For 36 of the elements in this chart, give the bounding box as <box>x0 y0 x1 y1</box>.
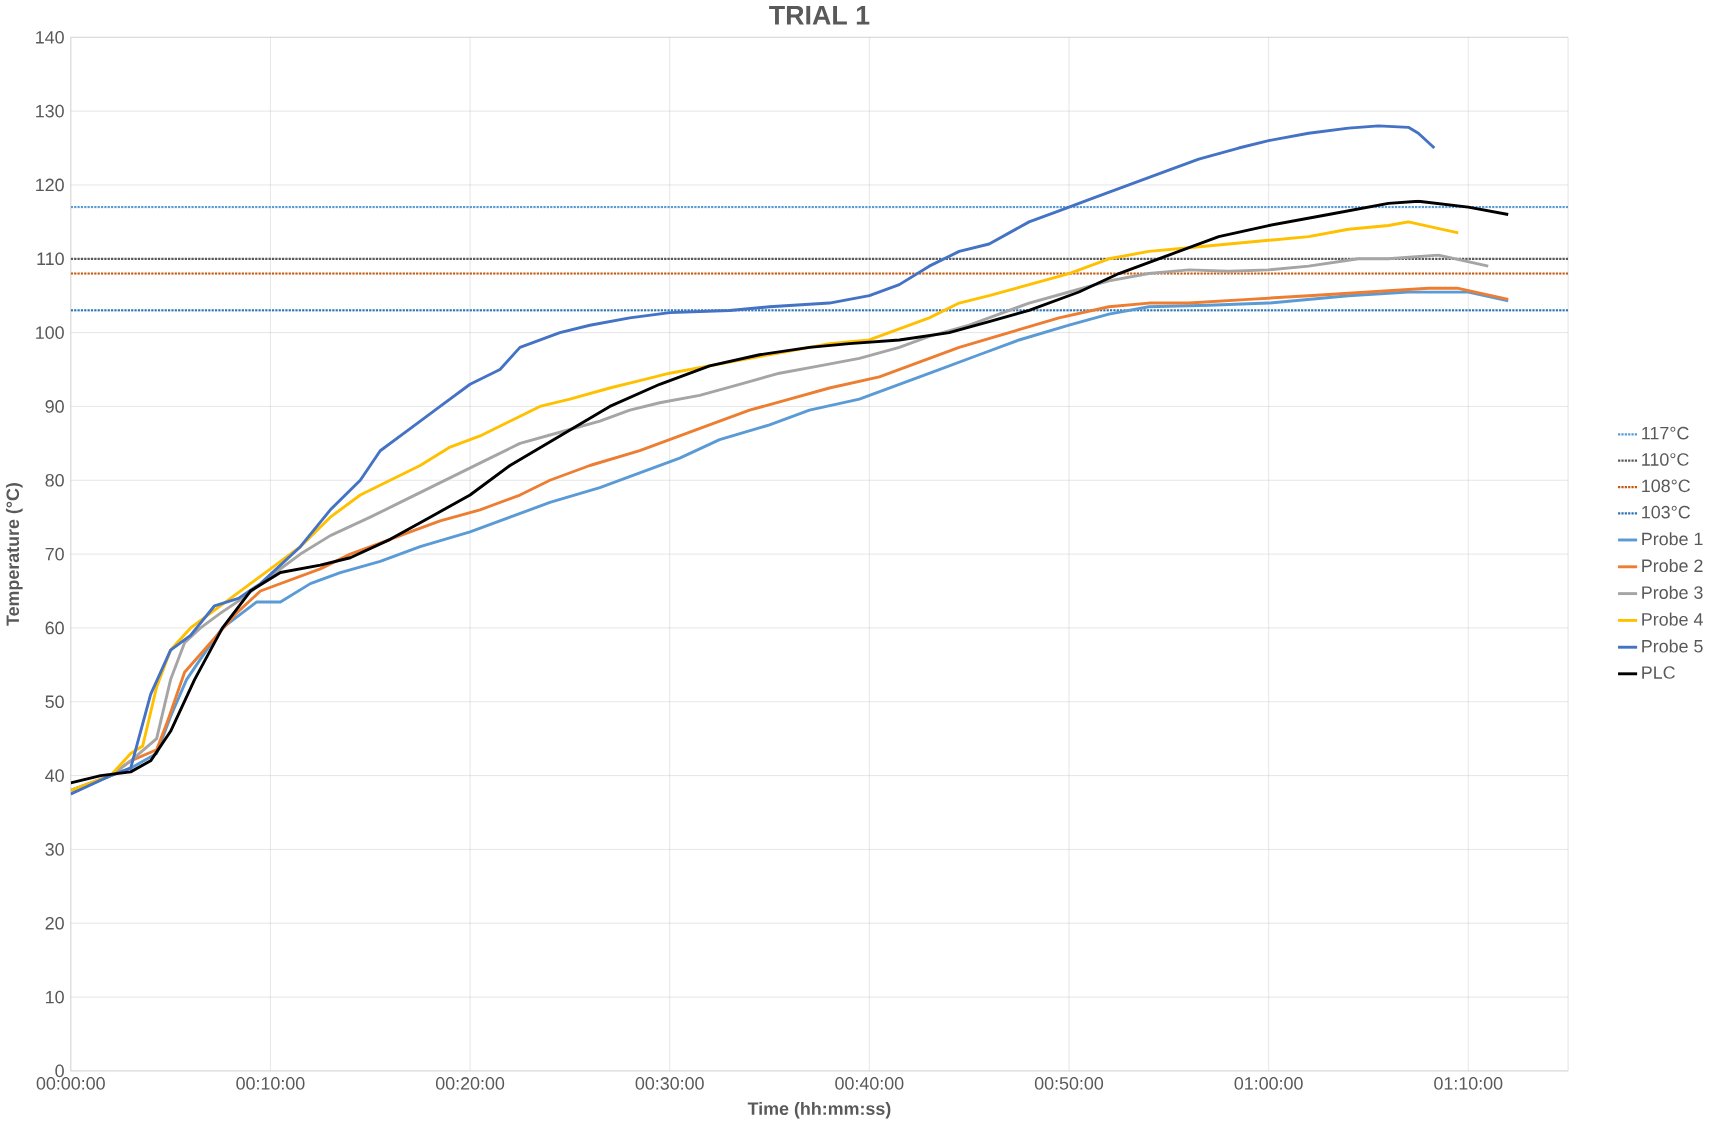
legend-label: Probe 5 <box>1642 639 1703 653</box>
y-tick-label: 140 <box>36 31 64 44</box>
legend-label: 108°C <box>1642 479 1691 493</box>
y-axis-title: Temperature (°C) <box>5 483 23 627</box>
y-tick-label: 40 <box>45 769 64 783</box>
y-tick-label: 110 <box>37 252 64 266</box>
legend-label: Probe 2 <box>1642 559 1703 573</box>
y-tick-label: 90 <box>45 400 64 414</box>
legend-label: 103°C <box>1642 506 1691 519</box>
x-tick-label: 00:00:00 <box>36 1077 105 1090</box>
x-axis-title: Time (hh:mm:ss) <box>747 1102 891 1119</box>
x-tick-label: 01:00:00 <box>1234 1077 1303 1090</box>
x-tick-label: 00:30:00 <box>635 1077 704 1090</box>
x-tick-label: 00:10:00 <box>236 1077 305 1090</box>
y-tick-label: 120 <box>36 178 64 192</box>
y-tick-label: 130 <box>36 105 64 118</box>
legend-label: Probe 1 <box>1642 532 1703 546</box>
y-tick-label: 20 <box>45 917 64 930</box>
legend-label: Probe 4 <box>1642 612 1703 626</box>
x-tick-label: 00:40:00 <box>835 1077 904 1090</box>
y-tick-label: 60 <box>45 621 64 635</box>
y-tick-label: 10 <box>46 990 64 1004</box>
y-tick-label: 50 <box>45 695 64 709</box>
x-tick-label: 00:50:00 <box>1034 1077 1104 1090</box>
y-tick-label: 0 <box>55 1064 64 1078</box>
x-tick-label: 01:10:00 <box>1434 1077 1503 1090</box>
legend-label: 110°C <box>1642 453 1689 467</box>
x-tick-label: 00:20:00 <box>435 1077 505 1090</box>
y-tick-label: 70 <box>45 548 64 561</box>
chart-title: TRIAL 1 <box>769 6 870 25</box>
legend-label: PLC <box>1642 666 1675 680</box>
y-tick-label: 80 <box>45 474 64 487</box>
y-tick-label: 100 <box>36 326 64 340</box>
legend-label: 117°C <box>1642 427 1689 440</box>
legend-label: Probe 3 <box>1642 586 1703 600</box>
y-tick-label: 30 <box>45 843 64 856</box>
